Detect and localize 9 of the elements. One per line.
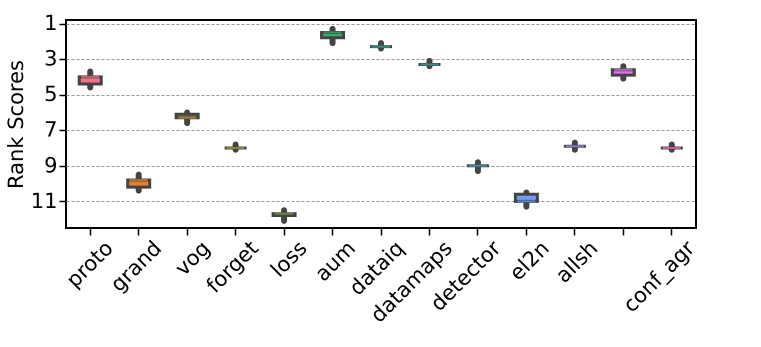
- y-tick-label: 11: [30, 188, 58, 213]
- x-tick-label: el2n: [504, 236, 554, 286]
- y-tick-label: 1: [44, 11, 58, 36]
- x-tick-label: loss: [266, 236, 312, 282]
- y-tick-label: 5: [44, 82, 58, 106]
- y-tick-label: 9: [44, 153, 58, 178]
- y-axis-title: Rank Scores: [4, 60, 28, 189]
- y-tick-label: 3: [44, 46, 58, 71]
- y-tick-label: 7: [44, 118, 58, 142]
